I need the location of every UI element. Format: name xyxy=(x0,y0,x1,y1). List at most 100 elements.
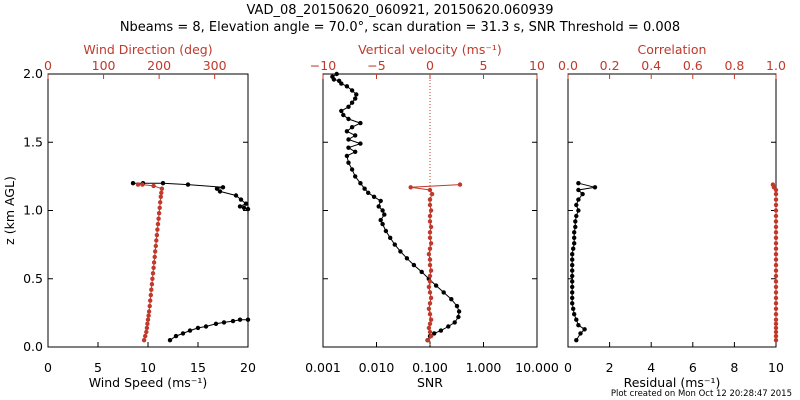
snr-bottom-data-point xyxy=(358,141,363,146)
residual-bottom-data-point xyxy=(582,327,587,332)
residual-bottom-data-point xyxy=(572,312,577,317)
residual-top-data-point xyxy=(773,317,779,322)
snr-top-data-point xyxy=(428,268,434,273)
snr-x-axis-label: SNR xyxy=(417,375,443,390)
snr-bottom-data-point xyxy=(353,96,358,101)
residual-top-data-point xyxy=(773,191,779,197)
residual-top-data-point xyxy=(773,235,779,240)
snr-bottom-data-point xyxy=(382,212,387,217)
snr-bottom-data-point xyxy=(432,331,437,336)
wind-bottom-data-point xyxy=(187,328,193,333)
residual-top-tick-label: 0.2 xyxy=(600,58,620,73)
residual-top-data-point xyxy=(773,273,779,279)
wind-top-data-point xyxy=(144,329,149,335)
wind-top-data-point xyxy=(159,186,165,191)
residual-bottom-data-point xyxy=(576,181,581,186)
residual-bottom-data-point xyxy=(570,273,575,279)
y-tick-label: 2.0 xyxy=(23,66,43,81)
residual-top-data-point xyxy=(773,279,779,284)
residual-top-data-point xyxy=(773,208,779,213)
snr-top-data-point xyxy=(429,191,435,197)
snr-top-data-point xyxy=(428,241,434,246)
wind-bottom-data-point xyxy=(243,201,249,206)
snr-top-data-point xyxy=(426,284,432,290)
residual-bottom-data-point xyxy=(570,284,575,290)
wind-top-data-point xyxy=(146,313,151,318)
snr-bottom-data-point xyxy=(456,314,461,320)
wind-top-data-point xyxy=(152,254,157,260)
wind-bottom-data-point xyxy=(213,321,219,326)
wind-bottom-data-point xyxy=(238,197,244,202)
wind-top-data-point xyxy=(146,309,152,314)
residual-top-data-point xyxy=(773,252,779,257)
wind-bottom-data-point xyxy=(180,331,186,336)
wind-top-data-point xyxy=(140,182,145,187)
wind-top-data-point xyxy=(155,221,161,227)
wind-top-data-point xyxy=(158,194,163,199)
residual-top-data-point xyxy=(773,333,779,339)
snr-top-data-point xyxy=(408,185,413,190)
wind-top-data-point xyxy=(150,271,156,276)
snr-top-data-point xyxy=(428,295,434,301)
wind-top-data-point xyxy=(145,321,150,326)
wind-top-tick-label: 300 xyxy=(203,58,227,73)
snr-bottom-data-point xyxy=(353,133,358,138)
residual-top-data-point xyxy=(773,295,779,301)
wind-bottom-data-point xyxy=(185,182,191,187)
wind-top-data-point xyxy=(151,265,156,270)
snr-top-data-point xyxy=(426,252,432,257)
wind-top-data-point xyxy=(154,238,159,243)
residual-top-tick-label: 1.0 xyxy=(766,58,786,73)
snr-bottom-data-point xyxy=(344,153,350,159)
residual-bottom-data-point xyxy=(570,290,575,295)
snr-bottom-data-point xyxy=(362,186,367,191)
residual-bottom-data-point xyxy=(570,279,575,284)
snr-bottom-data-point xyxy=(438,328,444,333)
snr-bottom-data-point xyxy=(349,125,355,130)
wind-top-data-point xyxy=(155,227,160,232)
snr-bottom-data-point xyxy=(354,92,359,97)
residual-bottom-data-point xyxy=(570,262,575,268)
snr-top-data-point xyxy=(427,219,433,224)
wind-top-data-point xyxy=(153,243,158,249)
plot-created-footer: Plot created on Mon Oct 12 20:28:47 2015 xyxy=(611,389,792,399)
snr-bottom-tick-label: 0.001 xyxy=(305,360,341,375)
snr-top-axis-label: Vertical velocity (ms⁻¹) xyxy=(358,42,502,57)
snr-bottom-data-point xyxy=(446,324,451,329)
snr-bottom-series-line xyxy=(331,73,460,341)
snr-bottom-data-point xyxy=(376,204,381,209)
snr-top-data-point xyxy=(427,235,433,240)
wind-top-tick-label: 100 xyxy=(92,58,116,73)
snr-bottom-data-point xyxy=(411,262,417,268)
snr-bottom-data-point xyxy=(378,198,383,204)
wind-top-tick-label: 0 xyxy=(44,58,52,73)
residual-top-data-point xyxy=(773,219,779,224)
snr-top-data-point xyxy=(427,202,433,208)
wind-bottom-data-point xyxy=(173,333,179,339)
wind-top-data-point xyxy=(157,205,162,210)
snr-top-data-point xyxy=(428,333,434,339)
snr-top-series-line xyxy=(410,184,461,341)
wind-bottom-tick-label: 5 xyxy=(94,360,102,375)
snr-bottom-data-point xyxy=(378,217,383,223)
wind-bottom-data-point xyxy=(237,317,243,322)
wind-top-data-point xyxy=(159,190,164,195)
y-tick-label: 1.5 xyxy=(23,134,43,149)
wind-top-data-point xyxy=(149,287,154,292)
snr-bottom-data-point xyxy=(441,290,446,295)
residual-top-data-point xyxy=(773,202,779,208)
residual-bottom-data-point xyxy=(570,295,575,301)
wind-top-data-point xyxy=(141,338,147,343)
wind-bottom-data-point xyxy=(245,317,251,322)
residual-top-data-point xyxy=(773,290,779,295)
residual-top-tick-label: 0.8 xyxy=(724,58,744,73)
wind-top-data-point xyxy=(148,298,153,303)
wind-bottom-series-line xyxy=(133,182,249,210)
snr-bottom-tick-label: 10.000 xyxy=(515,360,559,375)
snr-bottom-data-point xyxy=(449,297,454,302)
wind-top-data-point xyxy=(148,292,153,298)
snr-bottom-data-point xyxy=(419,269,424,275)
snr-top-data-point xyxy=(427,329,433,335)
residual-top-data-point xyxy=(773,197,779,202)
